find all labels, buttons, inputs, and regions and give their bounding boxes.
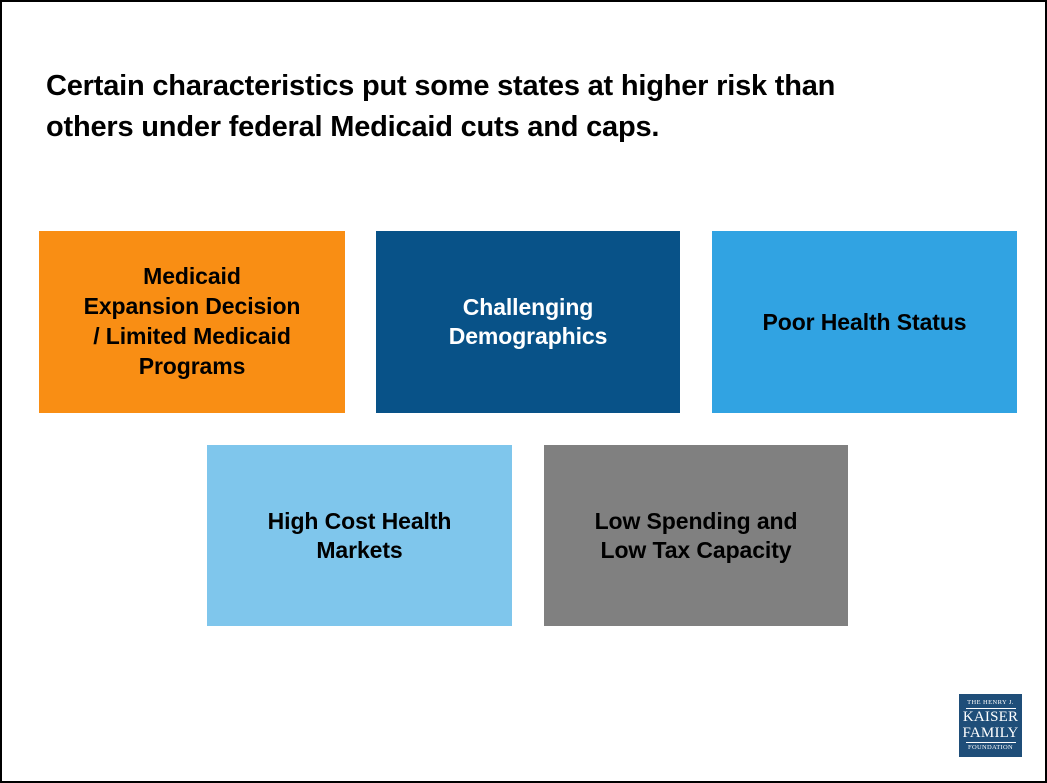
box-challenging-demographics: Challenging Demographics [376, 231, 680, 413]
logo-line-the-henry-j: THE HENRY J. [967, 698, 1014, 706]
box-label-low-spending-low-tax-capacity: Low Spending and Low Tax Capacity [594, 507, 798, 563]
box-label-medicaid-expansion-decision: Medicaid Expansion Decision / Limited Me… [83, 263, 301, 379]
logo-divider-top [965, 708, 1016, 710]
logo-divider-bottom [965, 741, 1016, 743]
logo-line-kaiser: KAISER [962, 709, 1019, 726]
box-high-cost-health-markets: High Cost Health Markets [207, 445, 512, 626]
logo-line-foundation: FOUNDATION [968, 743, 1013, 751]
box-label-challenging-demographics: Challenging Demographics [448, 294, 608, 349]
box-medicaid-expansion-decision: Medicaid Expansion Decision / Limited Me… [39, 231, 345, 413]
slide-title: Certain characteristics put some states … [46, 70, 836, 144]
kaiser-family-foundation-logo: THE HENRY J. KAISER FAMILY FOUNDATION [959, 694, 1022, 757]
box-low-spending-low-tax-capacity: Low Spending and Low Tax Capacity [544, 445, 848, 626]
box-label-high-cost-health-markets: High Cost Health Markets [267, 507, 452, 563]
box-poor-health-status: Poor Health Status [712, 231, 1017, 413]
logo-line-family: FAMILY [962, 724, 1019, 741]
box-label-poor-health-status: Poor Health Status [762, 308, 967, 335]
